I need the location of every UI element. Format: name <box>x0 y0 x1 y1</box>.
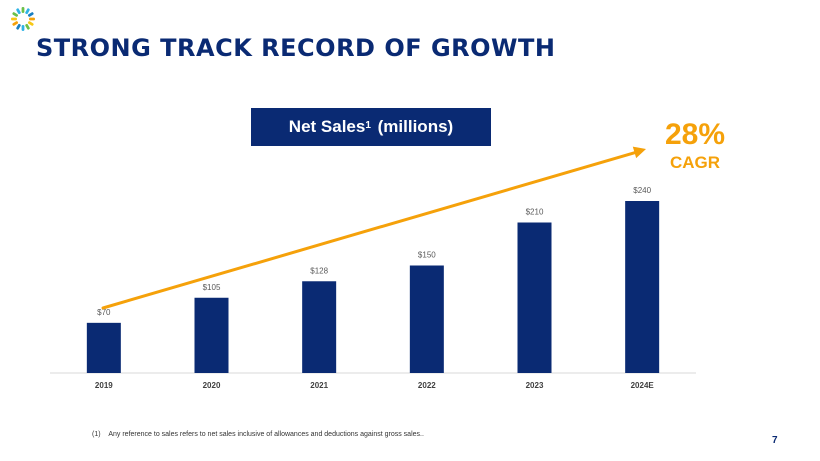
logo-petal <box>25 23 30 30</box>
net-sales-label-box: Net Sales 1 (millions) <box>251 108 491 146</box>
logo-petal <box>12 21 19 26</box>
logo-petal <box>11 17 17 21</box>
bar-2023 <box>517 222 552 373</box>
data-label-2019: $70 <box>97 308 111 317</box>
cagr-arrowhead <box>632 146 646 159</box>
data-label-2020: $105 <box>203 283 221 292</box>
bar-2021 <box>302 281 337 373</box>
x-tick-label-2022: 2022 <box>418 381 436 390</box>
footnote: (1) Any reference to sales refers to net… <box>92 431 424 438</box>
x-tick-label-2019: 2019 <box>95 381 113 390</box>
cagr-label: CAGR <box>669 153 721 172</box>
footnote-text: Any reference to sales refers to net sal… <box>108 431 424 438</box>
logo-petal <box>25 8 30 15</box>
logo-petal <box>27 12 34 17</box>
data-label-2021: $128 <box>310 266 328 275</box>
bar-2019 <box>86 322 121 373</box>
bar-2024E <box>625 201 660 373</box>
net-sales-units: (millions) <box>377 117 454 136</box>
cagr-value: 28% <box>664 118 726 151</box>
net-sales-label: Net Sales <box>288 117 366 136</box>
data-label-2023: $210 <box>526 208 544 217</box>
page-number: 7 <box>772 435 778 446</box>
logo-petal <box>27 21 34 26</box>
data-label-2024E: $240 <box>633 186 651 195</box>
footnote-marker: (1) <box>92 431 101 438</box>
net-sales-footnote-ref: 1 <box>365 119 371 131</box>
logo-petal <box>16 23 21 30</box>
x-tick-label-2023: 2023 <box>526 381 544 390</box>
logo-petal <box>21 7 25 13</box>
logo-petal <box>29 17 35 21</box>
bar-2022 <box>409 265 444 373</box>
company-logo <box>11 7 35 31</box>
logo-petal <box>12 12 19 17</box>
x-tick-label-2020: 2020 <box>203 381 221 390</box>
bar-2020 <box>194 297 229 373</box>
slide-title: STRONG TRACK RECORD OF GROWTH <box>36 34 556 62</box>
x-tick-label-2024E: 2024E <box>631 381 655 390</box>
logo-petal <box>21 25 25 31</box>
cagr-trend-line <box>101 150 639 310</box>
logo-petal <box>16 8 21 15</box>
x-tick-label-2021: 2021 <box>310 381 328 390</box>
data-label-2022: $150 <box>418 251 436 260</box>
